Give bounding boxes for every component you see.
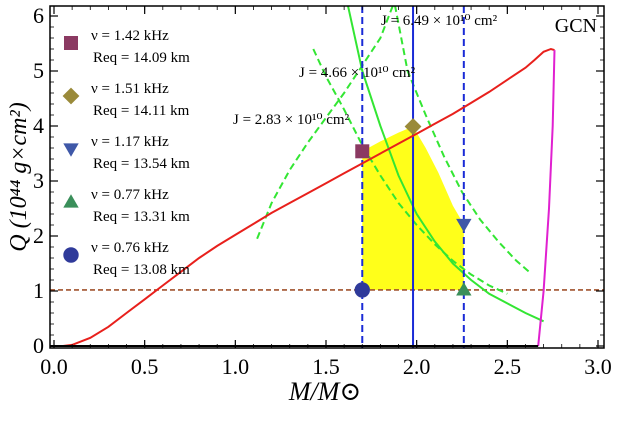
legend-marker-triangle-up (63, 194, 79, 208)
legend-marker-diamond (62, 87, 80, 105)
x-tick-label: 1.0 (222, 354, 250, 379)
x-tick-label: 2.5 (494, 354, 522, 379)
plot-frame (49, 5, 605, 349)
chart-title: GCN (555, 15, 597, 37)
y-tick-label: 5 (33, 58, 44, 83)
green-dashed-mid-curve (312, 48, 508, 295)
y-axis-label: Q (10⁴⁴ g×cm²) (6, 102, 32, 251)
legend-req-4: Req = 13.31 km (93, 209, 190, 225)
y-tick-label: 2 (33, 223, 44, 248)
x-tick-label: 1.5 (312, 354, 340, 379)
x-tick-label: 0.0 (40, 354, 68, 379)
plot-area (50, 6, 604, 348)
legend-req-3: Req = 13.54 km (93, 156, 190, 172)
legend-req-1: Req = 14.09 km (93, 50, 190, 66)
marker-circle (354, 282, 370, 298)
green-solid-curve (346, 6, 545, 323)
red-curve (62, 47, 555, 347)
x-tick-label: 3.0 (584, 354, 612, 379)
y-tick-label: 1 (33, 278, 44, 303)
legend-nu-4: ν = 0.77 kHz (91, 187, 169, 203)
marker-square (355, 144, 370, 159)
y-tick-label: 4 (33, 113, 44, 138)
x-tick-label: 0.5 (131, 354, 159, 379)
legend-marker-triangle-down (63, 143, 79, 157)
legend-marker-circle (63, 247, 79, 263)
legend-nu-5: ν = 0.76 kHz (91, 240, 169, 256)
green-dashed-left-curve (256, 6, 394, 240)
chart-overlay: 0.0 0.5 1.0 1.5 2.0 2.5 3.0 0 1 2 3 4 5 6 M/M⊙ Q (10⁴⁴ … (6, 3, 612, 406)
legend-req-5: Req = 13.08 km (93, 262, 190, 278)
legend-marker-square (64, 36, 78, 50)
x-axis-label: M/M⊙ (288, 377, 361, 406)
y-tick-label: 0 (33, 333, 44, 358)
legend-nu-3: ν = 1.17 kHz (91, 134, 169, 150)
annotation-j-3: J = 2.83 × 10¹⁰ cm² (233, 112, 350, 128)
legend-nu-1: ν = 1.42 kHz (91, 28, 169, 44)
magenta-curve (537, 50, 556, 347)
x-tick-label: 2.0 (403, 354, 431, 379)
legend-req-2: Req = 14.11 km (93, 103, 190, 119)
marker-triangle-down (456, 218, 472, 233)
y-tick-label: 6 (33, 3, 44, 28)
y-tick-label: 3 (33, 168, 44, 193)
annotation-j-1: J = 6.49 × 10¹⁰ cm² (381, 13, 498, 29)
annotation-j-2: J = 4.66 × 10¹⁰ cm² (299, 65, 416, 81)
legend-nu-2: ν = 1.51 kHz (91, 81, 169, 97)
marker-triangle-up (456, 282, 472, 296)
marker-diamond (404, 118, 422, 135)
